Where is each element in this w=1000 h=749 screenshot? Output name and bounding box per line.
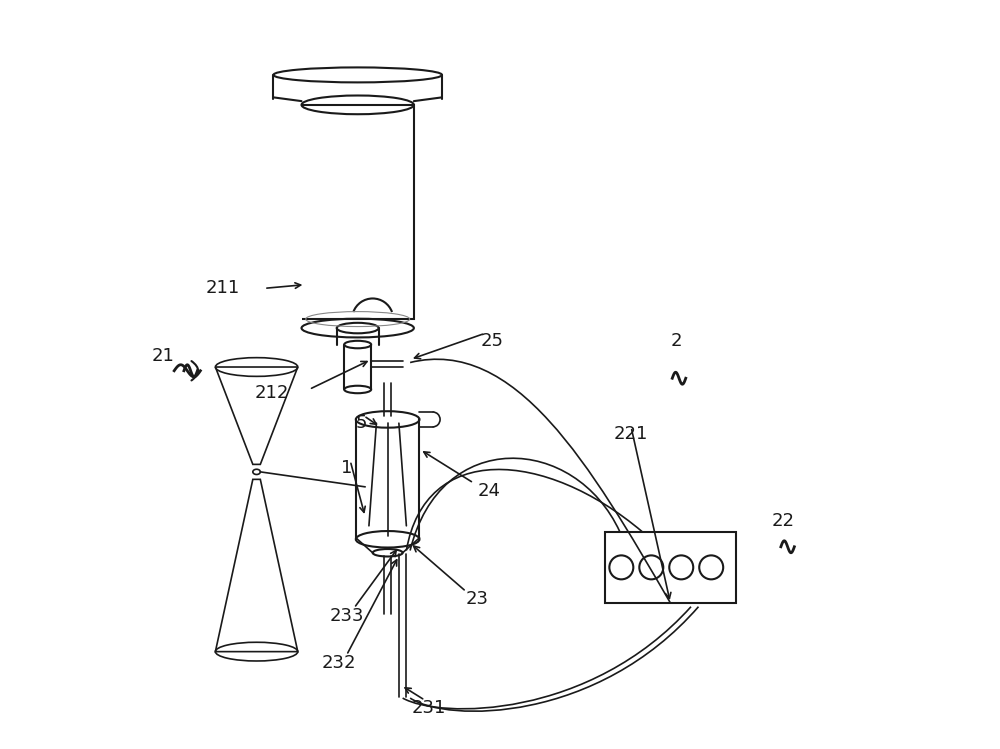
Text: 233: 233 [329, 607, 364, 625]
Text: 221: 221 [614, 425, 648, 443]
Text: 232: 232 [322, 654, 356, 672]
Bar [605, 532, 736, 603]
Text: 5: 5 [356, 414, 367, 432]
Text: 21: 21 [152, 347, 174, 365]
Text: 22: 22 [772, 512, 795, 530]
Text: 211: 211 [206, 279, 240, 297]
Text: 2: 2 [670, 332, 682, 350]
Text: 1: 1 [341, 459, 352, 477]
Text: 212: 212 [254, 384, 289, 402]
Text: 231: 231 [412, 699, 446, 717]
Text: 24: 24 [477, 482, 500, 500]
Text: 25: 25 [481, 332, 504, 350]
Text: 23: 23 [466, 590, 489, 608]
